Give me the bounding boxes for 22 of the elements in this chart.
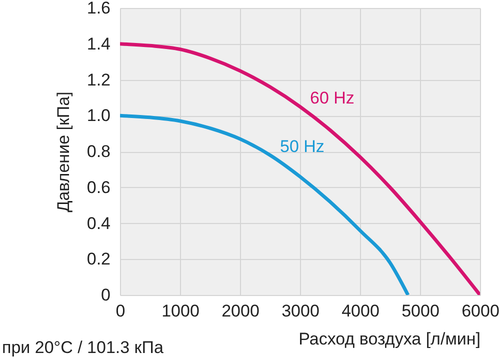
y-tick-label: 1.6	[86, 0, 110, 18]
x-tick-label: 2000	[222, 302, 260, 320]
y-tick-label: 0.6	[86, 178, 110, 197]
line-series	[120, 114, 410, 295]
y-tick-label: 1.4	[86, 34, 110, 54]
x-tick-label: 6000	[462, 302, 500, 320]
series-label: 50 Hz	[280, 137, 324, 156]
x-tick-label: 4000	[342, 302, 380, 320]
x-tick-label: 0	[116, 302, 126, 320]
y-tick-label: 1.2	[86, 70, 110, 90]
y-tick-label: 0.2	[86, 250, 110, 269]
x-tick-label: 3000	[282, 302, 320, 320]
x-axis-title: Расход воздуха [л/мин]	[298, 330, 480, 348]
y-tick-label: 0.4	[86, 214, 110, 233]
y-tick-label: 0	[101, 286, 110, 304]
y-tick-label: 1.0	[86, 106, 110, 126]
y-tick-label: 0.8	[86, 142, 110, 161]
series-label: 60 Hz	[310, 88, 354, 108]
y-axis-title: Давление [кПа]	[54, 92, 73, 212]
x-tick-label: 1000	[162, 302, 200, 320]
text: при 20°C / 101.3 кПа	[2, 338, 164, 357]
x-tick-label: 5000	[402, 302, 440, 320]
